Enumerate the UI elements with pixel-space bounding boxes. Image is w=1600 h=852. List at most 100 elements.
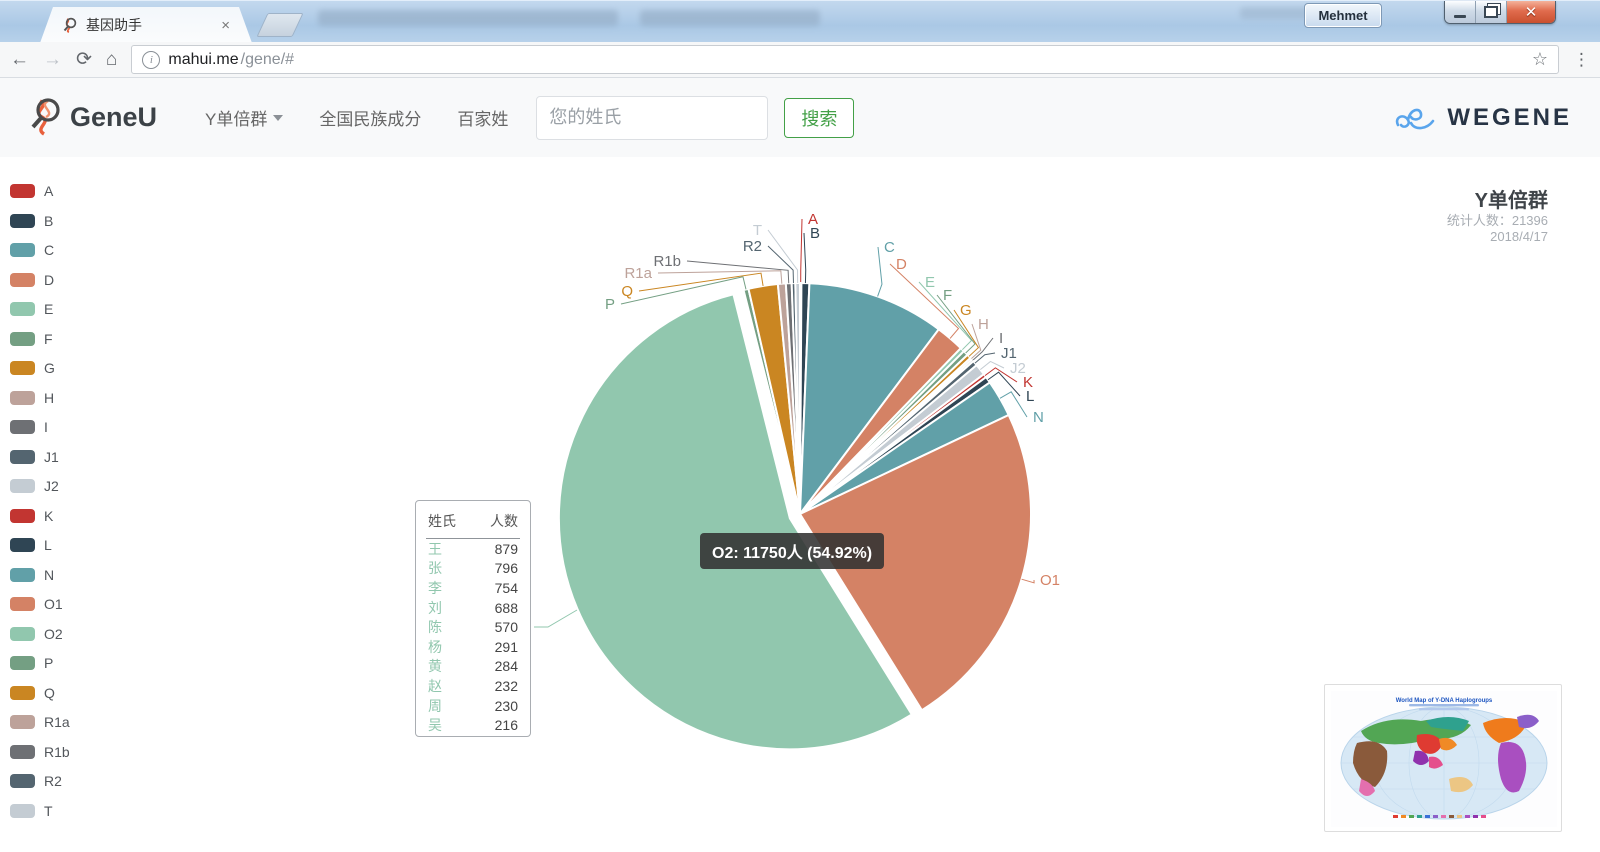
legend-item-I[interactable]: I — [10, 419, 70, 435]
legend-item-L[interactable]: L — [10, 537, 70, 553]
tab-favicon-icon — [62, 17, 78, 33]
world-map-image: World Map of Y-DNA Haplogroups — [1331, 691, 1557, 827]
surname-count: 754 — [494, 579, 518, 596]
legend-item-C[interactable]: C — [10, 242, 70, 258]
map-continents — [1353, 714, 1539, 796]
legend-item-Q[interactable]: Q — [10, 685, 70, 701]
surname-count: 216 — [494, 717, 518, 734]
nav-label: 全国民族成分 — [319, 110, 422, 129]
pie-label-line-R1b — [686, 260, 790, 284]
legend-item-H[interactable]: H — [10, 389, 70, 406]
surname-count: 796 — [494, 560, 518, 577]
legend-label: J2 — [44, 478, 59, 494]
pie-label-line-A — [800, 218, 803, 284]
back-button[interactable]: ← — [10, 49, 29, 70]
pie-label-B: B — [810, 225, 820, 242]
legend-swatch — [10, 272, 35, 287]
legend-label: E — [44, 301, 54, 317]
search-button[interactable]: 搜索 — [784, 97, 855, 138]
legend-swatch — [10, 390, 35, 405]
pie-label-F: F — [943, 287, 952, 304]
pie-label-line-T — [767, 229, 799, 284]
legend-label: L — [44, 537, 52, 553]
legend-item-F[interactable]: F — [10, 330, 70, 347]
legend-swatch — [10, 243, 35, 257]
pie-label-line-O1 — [1021, 578, 1035, 584]
legend-item-D[interactable]: D — [10, 272, 70, 288]
legend-swatch — [10, 538, 35, 552]
surname-name: 陈 — [428, 619, 442, 636]
legend-item-J1[interactable]: J1 — [10, 449, 70, 465]
surname-name: 王 — [428, 540, 442, 557]
legend-item-R1b[interactable]: R1b — [10, 744, 70, 760]
surname-name: 刘 — [428, 599, 442, 616]
legend-swatch — [10, 803, 35, 818]
surname-row: 杨 291 — [426, 637, 520, 657]
legend-swatch — [10, 361, 35, 375]
browser-menu-icon[interactable]: ⋮ — [1573, 49, 1590, 69]
nav-label: Y单倍群 — [205, 110, 268, 129]
nav-item-ethnic-composition[interactable]: 全国民族成分 — [319, 105, 421, 130]
surname-search-input[interactable] — [536, 95, 769, 140]
site-logo[interactable]: GeneU — [28, 97, 157, 139]
pie-label-R2: R2 — [743, 238, 762, 255]
pie-label-T: T — [753, 222, 762, 239]
close-button[interactable]: ✕ — [1507, 1, 1555, 23]
pie-slice-O2[interactable] — [557, 293, 914, 751]
minimize-button[interactable] — [1445, 1, 1476, 23]
site-logo-text: GeneU — [70, 102, 158, 132]
chart-subtitle-date: 2018/4/17 — [1490, 229, 1548, 244]
legend-item-K[interactable]: K — [10, 508, 70, 524]
surname-table-header: 姓氏 人数 — [426, 509, 520, 539]
legend-item-O1[interactable]: O1 — [10, 596, 70, 612]
bookmark-star-icon[interactable]: ☆ — [1531, 49, 1548, 69]
legend-swatch — [10, 331, 35, 346]
home-button[interactable]: ⌂ — [105, 49, 118, 70]
pie-label-R1b: R1b — [653, 253, 681, 270]
legend-swatch — [10, 685, 35, 700]
legend-item-N[interactable]: N — [10, 567, 70, 583]
legend-label: B — [44, 212, 54, 229]
legend-item-T[interactable]: T — [10, 802, 70, 819]
pie-label-H: H — [978, 316, 989, 333]
chart-subtitle-count: 统计人数：21396 — [1446, 213, 1548, 228]
legend-label: P — [44, 655, 54, 671]
legend-item-R2[interactable]: R2 — [10, 773, 70, 789]
pie-label-line-R1a — [657, 270, 783, 284]
legend-item-R1a[interactable]: R1a — [10, 714, 70, 730]
pie-label-A: A — [808, 211, 818, 228]
restore-button[interactable] — [1476, 1, 1507, 23]
legend-item-B[interactable]: B — [10, 212, 70, 229]
legend-label: H — [44, 389, 55, 406]
legend-item-A[interactable]: A — [10, 183, 70, 199]
legend-item-P[interactable]: P — [10, 655, 70, 671]
refresh-button[interactable]: ⟳ — [76, 49, 92, 70]
address-bar[interactable]: i mahui.me/gene/# ☆ — [131, 45, 1559, 74]
count-header: 人数 — [490, 513, 518, 529]
surname-count: 688 — [494, 599, 518, 616]
legend-item-O2[interactable]: O2 — [10, 626, 70, 642]
surname-name: 杨 — [428, 638, 442, 655]
redacted-text — [640, 10, 820, 26]
legend-item-J2[interactable]: J2 — [10, 478, 70, 494]
pie-label-line-H — [970, 323, 982, 360]
legend-label: G — [44, 360, 55, 376]
pie-label-line-C — [877, 246, 883, 297]
browser-profile-button[interactable]: Mehmet — [1304, 3, 1382, 28]
forward-button[interactable]: → — [43, 49, 62, 70]
browser-tab[interactable]: 基因助手 × — [40, 7, 252, 43]
legend-label: T — [44, 802, 53, 819]
surname-row: 黄 284 — [426, 657, 520, 677]
new-tab-button[interactable] — [256, 13, 304, 37]
chevron-down-icon — [273, 114, 284, 121]
pie-label-G: G — [960, 302, 972, 319]
legend-item-E[interactable]: E — [10, 301, 70, 317]
nav-item-y-haplogroup[interactable]: Y单倍群 — [205, 105, 284, 130]
tab-close-icon[interactable]: × — [221, 16, 230, 34]
pie-label-C: C — [884, 239, 895, 256]
page-info-icon[interactable]: i — [142, 50, 161, 69]
legend-swatch — [10, 302, 35, 316]
nav-item-surnames[interactable]: 百家姓 — [457, 105, 508, 130]
legend-label: F — [44, 330, 53, 347]
legend-item-G[interactable]: G — [10, 360, 70, 376]
